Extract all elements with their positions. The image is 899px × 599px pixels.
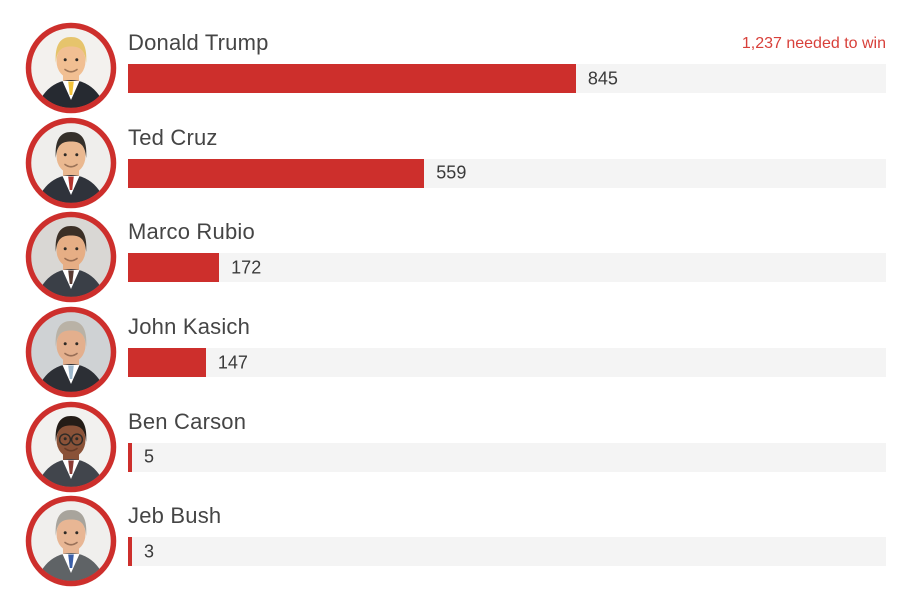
candidate-avatar <box>25 495 117 587</box>
candidate-content: Jeb Bush 3 <box>128 495 886 590</box>
delegate-count: 5 <box>144 446 155 467</box>
candidate-row: Marco Rubio 172 <box>0 211 899 306</box>
delegate-bar-track: 5 <box>128 442 886 472</box>
candidate-rows: Donald Trump 845 Ted Cruz 559 Marco Rubi… <box>0 22 899 590</box>
delegate-bar <box>128 442 132 472</box>
candidate-row: John Kasich 147 <box>0 306 899 401</box>
candidate-content: Ted Cruz 559 <box>128 117 886 212</box>
delegate-bar <box>128 158 425 188</box>
delegate-bar <box>128 348 206 378</box>
delegate-bar-track: 845 <box>128 64 886 93</box>
candidate-content: John Kasich 147 <box>128 306 886 401</box>
candidate-row: Donald Trump 845 <box>0 22 899 117</box>
needed-to-win-label: 1,237 needed to win <box>741 35 886 52</box>
candidate-content: Donald Trump 845 <box>128 22 886 117</box>
candidate-photo <box>25 22 117 114</box>
candidate-name: Marco Rubio <box>128 219 255 245</box>
delegate-count: 3 <box>144 541 155 562</box>
candidate-name: John Kasich <box>128 314 251 340</box>
delegate-bar <box>128 253 220 283</box>
delegate-count: 845 <box>587 68 618 88</box>
candidate-avatar <box>25 22 117 114</box>
candidate-photo <box>25 306 117 398</box>
candidate-row: Ted Cruz 559 <box>0 117 899 212</box>
candidate-name: Jeb Bush <box>128 503 222 529</box>
candidate-avatar <box>25 401 117 493</box>
delegate-bar <box>128 64 576 93</box>
delegate-bar-track: 172 <box>128 253 886 283</box>
candidate-photo <box>25 401 117 492</box>
candidate-avatar <box>25 117 117 209</box>
delegate-bar-track: 147 <box>128 348 886 378</box>
candidate-photo <box>25 496 117 587</box>
candidate-name: Ted Cruz <box>128 124 218 150</box>
candidate-photo <box>25 212 117 303</box>
delegate-bar-track: 559 <box>128 158 886 188</box>
candidate-row: Jeb Bush 3 <box>0 495 899 590</box>
candidate-photo <box>25 117 117 208</box>
delegate-count: 559 <box>436 162 467 183</box>
candidate-name: Donald Trump <box>128 30 269 55</box>
delegate-bar <box>128 537 132 567</box>
candidate-content: Marco Rubio 172 <box>128 211 886 306</box>
candidate-name: Ben Carson <box>128 408 247 434</box>
candidate-avatar <box>25 306 117 398</box>
delegate-bar-track: 3 <box>128 537 886 567</box>
candidate-content: Ben Carson 5 <box>128 401 886 496</box>
candidate-row: Ben Carson 5 <box>0 401 899 496</box>
delegate-count: 147 <box>217 352 248 373</box>
delegate-count: 172 <box>231 257 262 278</box>
candidate-avatar <box>25 211 117 303</box>
